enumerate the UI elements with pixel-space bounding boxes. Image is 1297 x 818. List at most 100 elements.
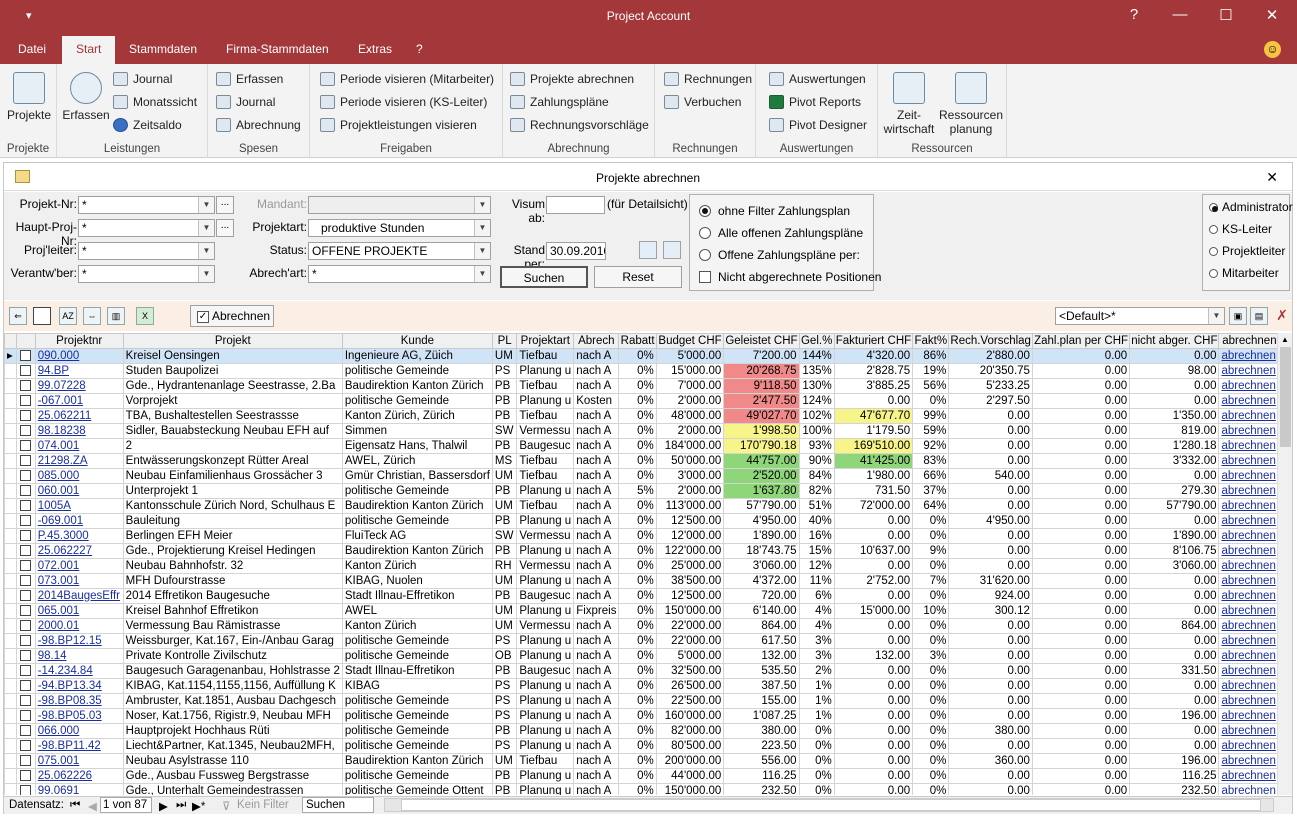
row-selector[interactable] [4,498,17,514]
horizontal-scroll-thumb[interactable] [401,799,1261,811]
row-selector[interactable] [4,438,17,454]
cell-projektnr[interactable]: 25.062227 [34,543,124,559]
cell-projektnr[interactable]: 066.000 [34,723,124,739]
projekt-nr-browse-button[interactable]: ... [216,196,234,214]
row-checkbox-cell[interactable] [15,603,36,619]
abrechart-combo[interactable]: * ▼ [308,265,491,283]
radio-projektleiter[interactable]: Projektleiter [1209,244,1285,258]
auswertungen-button[interactable]: Auswertungen [769,72,866,86]
column-header-geleistet[interactable]: Geleistet CHF [723,333,800,349]
row-checkbox[interactable] [20,364,32,376]
row-selector[interactable]: ▸ [4,348,17,364]
column-header-projekt[interactable]: Projekt [122,333,343,349]
cell-abrechnen[interactable]: abrechnen [1218,468,1281,484]
verbuchen-button[interactable]: Verbuchen [664,95,741,109]
monatssicht-button[interactable]: Monatssicht [113,95,197,109]
table-row[interactable]: 25.062227 Gde., Projektierung Kreisel Hed… [4,543,1292,559]
radio-ks-leiter[interactable]: KS-Leiter [1209,222,1272,236]
record-position-input[interactable]: 1 von 87 [100,797,152,813]
vertical-scrollbar[interactable]: ▲ [1277,333,1292,795]
column-header-fakturiert[interactable]: Fakturiert CHF [833,333,914,349]
table-row[interactable]: -98.BP11.42 Liecht&Partner, Kat.1345, Neu… [4,738,1292,754]
row-selector[interactable] [4,513,17,529]
row-checkbox-cell[interactable] [15,468,36,484]
row-checkbox-cell[interactable] [15,408,36,424]
chevron-down-icon[interactable]: ▼ [198,266,214,282]
haupt-proj-nr-browse-button[interactable]: ... [216,219,234,237]
radio-ohne-filter[interactable]: ohne Filter Zahlungsplan [699,204,850,218]
table-row[interactable]: -14.234.84 Baugesuch Garagenanbau, Hohlst… [4,663,1292,679]
cell-abrechnen[interactable]: abrechnen [1218,558,1281,574]
table-row[interactable]: 074.001 2 Eigensatz Hans, Thalwil PB Baugesu… [4,438,1292,454]
cell-projektnr[interactable]: -98.BP08.35 [34,693,124,709]
last-record-icon[interactable]: ⏭ [176,799,187,811]
cell-abrechnen[interactable]: abrechnen [1218,393,1281,409]
cell-abrechnen[interactable]: abrechnen [1218,348,1281,364]
cell-abrechnen[interactable]: abrechnen [1218,588,1281,604]
row-selector[interactable] [4,378,17,394]
scroll-up-icon[interactable]: ▲ [1281,335,1289,344]
projektleistungen-visieren-button[interactable]: Projektleistungen visieren [320,118,477,132]
cell-abrechnen[interactable]: abrechnen [1218,363,1281,379]
table-row[interactable]: 1005A Kantonsschule Zürich Nord, Schulhau… [4,498,1292,514]
table-row[interactable]: ▸ 090.000 Kreisel Oensingen Ingenieure AG, … [4,348,1292,364]
row-selector[interactable] [4,783,17,795]
row-checkbox[interactable] [20,589,32,601]
tab-firma-stammdaten[interactable]: Firma-Stammdaten [226,42,329,56]
row-checkbox-cell[interactable] [15,543,36,559]
rechnungen-button[interactable]: Rechnungen [664,72,752,86]
sort-az-icon[interactable]: AZ [59,307,77,325]
row-selector[interactable] [4,768,17,784]
column-header-projektnr[interactable]: Projektnr [34,333,124,349]
cell-projektnr[interactable]: -98.BP12.15 [34,633,124,649]
radio-administrator[interactable]: Administrator [1209,200,1293,214]
projleiter-combo[interactable]: * ▼ [78,242,215,260]
cell-projektnr[interactable]: 090.000 [34,348,124,364]
cell-projektnr[interactable]: -14.234.84 [34,663,124,679]
row-selector[interactable] [4,678,17,694]
radio-offene-per[interactable]: Offene Zahlungspläne per: [699,248,860,262]
row-checkbox-cell[interactable] [15,528,36,544]
spesen-abrechnung-button[interactable]: Abrechnung [216,118,301,132]
row-selector[interactable] [4,573,17,589]
column-header-flag[interactable] [15,333,36,349]
row-checkbox[interactable] [20,544,32,556]
chevron-down-icon[interactable]: ▼ [198,243,214,259]
chevron-down-icon[interactable]: ▼ [198,197,214,213]
chevron-down-icon[interactable]: ▼ [474,266,490,282]
cell-projektnr[interactable]: -94.BP13.34 [34,678,124,694]
row-checkbox-cell[interactable] [15,783,36,795]
row-selector[interactable] [4,393,17,409]
minimize-button[interactable]: — [1172,6,1188,23]
row-checkbox[interactable] [20,679,32,691]
row-checkbox[interactable] [20,499,32,511]
prev-record-icon[interactable]: ◀ [88,801,97,813]
cell-abrechnen[interactable]: abrechnen [1218,663,1281,679]
row-checkbox-cell[interactable] [15,513,36,529]
cell-abrechnen[interactable]: abrechnen [1218,693,1281,709]
cell-abrechnen[interactable]: abrechnen [1218,768,1281,784]
suchen-button[interactable]: Suchen [500,266,588,288]
row-checkbox[interactable] [20,724,32,736]
row-checkbox-cell[interactable] [15,588,36,604]
first-record-icon[interactable]: ⏮ [70,799,81,811]
cell-abrechnen[interactable]: abrechnen [1218,378,1281,394]
row-selector[interactable] [4,753,17,769]
cell-abrechnen[interactable]: abrechnen [1218,513,1281,529]
table-row[interactable]: 065.001 Kreisel Bahnhof Effretikon AWEL UM P… [4,603,1292,619]
column-header-sel[interactable] [4,333,17,349]
row-selector[interactable] [4,528,17,544]
row-checkbox[interactable] [20,754,32,766]
cell-abrechnen[interactable]: abrechnen [1218,498,1281,514]
layout-combo[interactable]: <Default>* ▼ [1055,307,1225,325]
cell-abrechnen[interactable]: abrechnen [1218,408,1281,424]
cell-projektnr[interactable]: 98.18238 [34,423,124,439]
cell-projektnr[interactable]: 060.001 [34,483,124,499]
row-selector[interactable] [4,618,17,634]
row-checkbox[interactable] [20,619,32,631]
cell-abrechnen[interactable]: abrechnen [1218,543,1281,559]
periode-visieren-ksleiter-button[interactable]: Periode visieren (KS-Leiter) [320,95,487,109]
row-checkbox-cell[interactable] [15,378,36,394]
chevron-down-icon[interactable]: ▼ [474,220,490,236]
cell-projektnr[interactable]: 073.001 [34,573,124,589]
